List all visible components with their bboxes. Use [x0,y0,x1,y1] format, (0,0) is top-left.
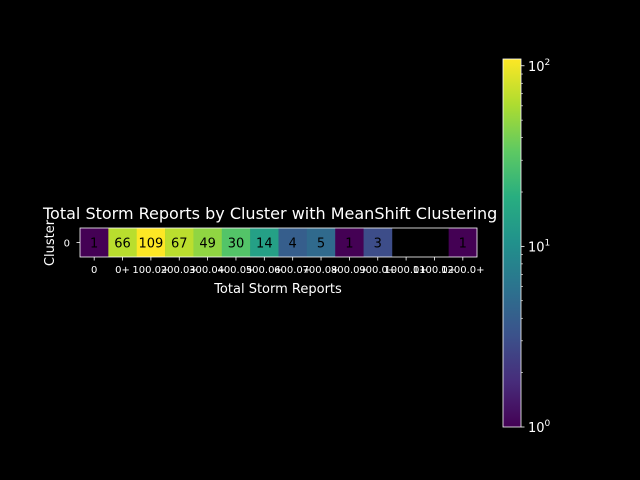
cell-value-label: 66 [114,237,131,252]
y-tick-label: 0 [64,239,70,250]
heatmap-cell [165,228,194,257]
heatmap-cell [250,228,279,257]
cell-value-label: 1 [459,237,467,252]
heatmap-cell [363,228,393,257]
x-tick-label: 500.0+ [246,265,283,276]
x-tick-label: 700.0+ [303,265,340,276]
x-tick-label: 200.0+ [161,265,198,276]
x-tick-label: 300.0+ [189,265,226,276]
heatmap-cell [448,228,478,257]
x-tick-label: 400.0+ [217,265,254,276]
cell-value-label: 1 [345,237,353,252]
x-tick-label: 0+ [115,265,130,276]
heatmap-cells: 1 66 109 67 49 30 14 4 5 1 3 1 [80,228,478,257]
cell-value-label: 49 [199,237,216,252]
chart-title: Total Storm Reports by Cluster with Mean… [42,204,497,223]
x-tick-labels: 0 0+ 100.0+200.0+300.0+400.0+500.0+600.0+7… [91,257,485,276]
x-tick-label: 1000.0+ [384,265,427,276]
colorbar-gradient [502,58,522,428]
colorbar: 100 101 102 [502,58,551,436]
heatmap-cell [306,228,336,257]
x-tick-label: 100.0+ [132,265,169,276]
x-tick-label: 1200.0+ [441,265,484,276]
x-tick-label: 800.0+ [331,265,368,276]
heatmap-cell [278,228,308,257]
heatmap-cell [136,228,166,257]
cell-value-label: 1 [90,237,98,252]
x-axis-label: Total Storm Reports [213,282,342,297]
heatmap-cell [335,228,364,257]
cell-value-label: 30 [228,237,245,252]
x-tick-label: 600.0+ [274,265,311,276]
colorbar-tick-label: 100 [528,419,551,436]
cell-value-label: 14 [256,237,273,252]
heatmap-cell [193,228,223,257]
cell-value-label: 5 [317,237,325,252]
colorbar-tick-label: 102 [528,58,550,75]
colorbar-ticks: 100 101 102 [521,58,551,436]
cell-value-label: 4 [289,237,297,252]
y-tick-labels: 0 [64,239,80,250]
colorbar-tick-label: 101 [528,238,550,255]
y-axis-label: Cluster [43,219,58,266]
heatmap-cell [80,228,109,257]
heatmap-cell [221,228,251,257]
cell-value-label: 3 [374,237,382,252]
x-tick-label: 0 [91,265,97,276]
heatmap-cell [108,228,138,257]
cell-value-label: 67 [171,237,188,252]
x-tick-label: 900.0+ [359,265,396,276]
cell-value-label: 109 [138,237,163,252]
x-tick-label: 1100.0+ [413,265,456,276]
